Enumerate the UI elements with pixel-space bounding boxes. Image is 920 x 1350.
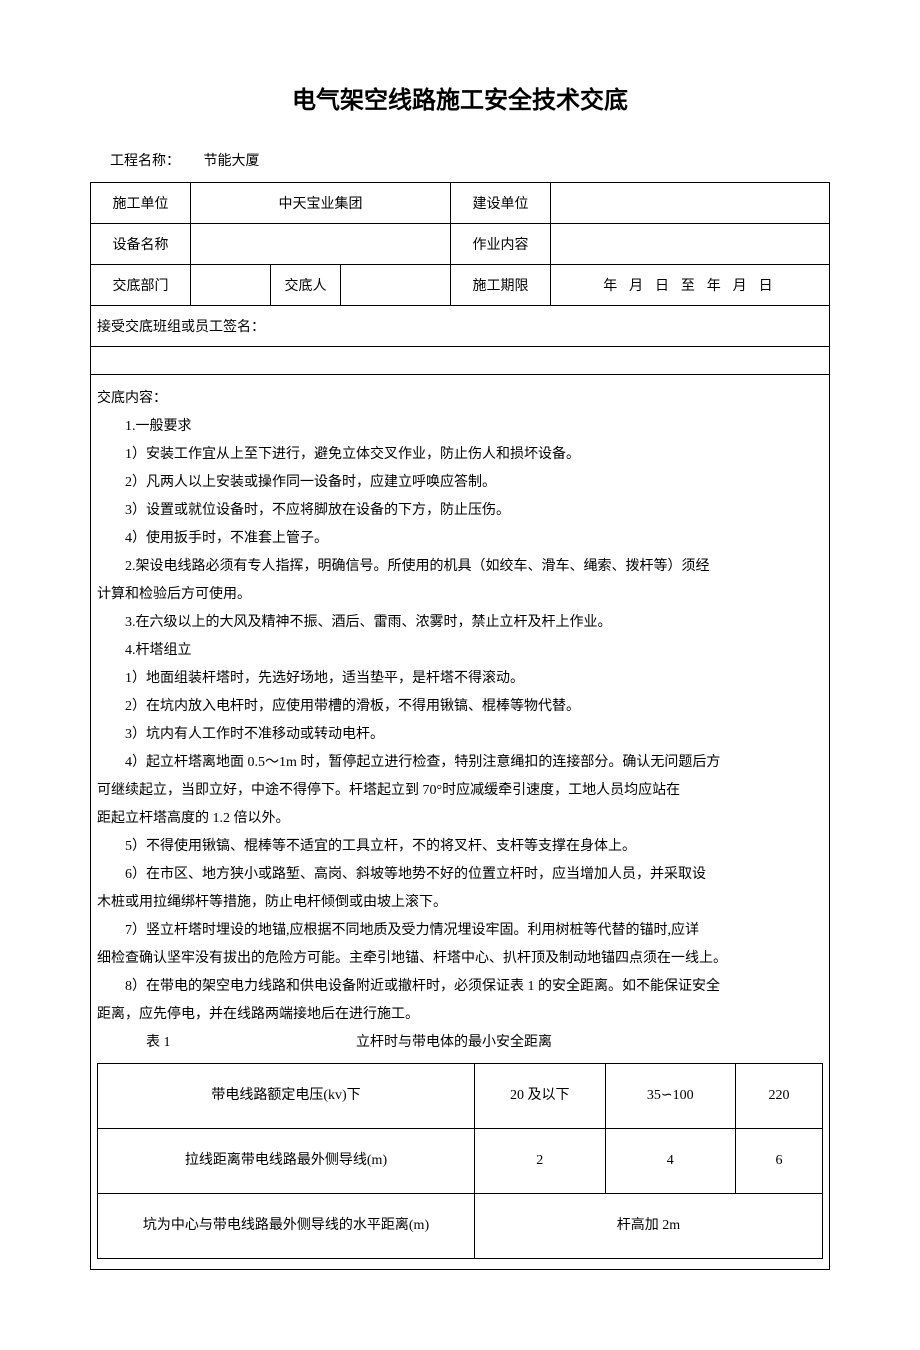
inner-cell: 杆高加 2m — [475, 1194, 823, 1259]
inner-table-title: 表 1 立杆时与带电体的最小安全距离 — [97, 1029, 823, 1057]
table1-caption: 立杆时与带电体的最小安全距离 — [356, 1029, 552, 1057]
empty-row — [91, 347, 830, 375]
equipment-value — [191, 224, 451, 265]
content-line: 2）凡两人以上安装或操作同一设备时，应建立呼唤应答制。 — [97, 469, 823, 497]
equipment-label: 设备名称 — [91, 224, 191, 265]
inner-cell: 6 — [736, 1129, 823, 1194]
content-line: 木桩或用拉绳绑杆等措施，防止电杆倾倒或由坡上滚下。 — [97, 889, 823, 917]
table-row — [91, 347, 830, 375]
inner-cell: 35∽100 — [605, 1064, 736, 1129]
operation-value — [551, 224, 830, 265]
operation-label: 作业内容 — [451, 224, 551, 265]
content-heading: 交底内容： — [97, 385, 823, 413]
dept-label: 交底部门 — [91, 265, 191, 306]
page-title: 电气架空线路施工安全技术交底 — [90, 80, 830, 115]
content-line: 2）在坑内放入电杆时，应使用带槽的滑板，不得用锹镐、棍棒等物代替。 — [97, 693, 823, 721]
builder-value — [551, 183, 830, 224]
content-line: 5）不得使用锹镐、棍棒等不适宜的工具立杆，不的将叉杆、支杆等支撑在身体上。 — [97, 833, 823, 861]
sign-label: 接受交底班组或员工签名： — [91, 306, 830, 347]
inner-cell: 带电线路额定电压(kv)下 — [98, 1064, 475, 1129]
content-line: 距离，应先停电，并在线路两端接地后在进行施工。 — [97, 1001, 823, 1029]
inner-cell: 拉线距离带电线路最外侧导线(m) — [98, 1129, 475, 1194]
content-line: 距起立杆塔高度的 1.2 倍以外。 — [97, 805, 823, 833]
content-line: 2.架设电线路必须有专人指挥，明确信号。所使用的机具（如绞车、滑车、绳索、拨杆等… — [97, 553, 823, 581]
content-line: 4）起立杆塔离地面 0.5～1m 时，暂停起立进行检查，特别注意绳扣的连接部分。… — [97, 749, 823, 777]
table-row: 施工单位 中天宝业集团 建设单位 — [91, 183, 830, 224]
period-label: 施工期限 — [451, 265, 551, 306]
content-line: 细检查确认坚牢没有拔出的危险方可能。主牵引地锚、杆塔中心、扒杆顶及制动地锚四点须… — [97, 945, 823, 973]
project-name: 节能大厦 — [204, 154, 260, 169]
person-value — [341, 265, 451, 306]
main-table: 施工单位 中天宝业集团 建设单位 设备名称 作业内容 交底部门 交底人 施工期限… — [90, 182, 830, 1270]
project-label: 工程名称： — [110, 154, 180, 169]
table-row: 交底内容： 1.一般要求 1）安装工作宜从上至下进行，避免立体交叉作业，防止伤人… — [91, 375, 830, 1270]
inner-table: 带电线路额定电压(kv)下 20 及以下 35∽100 220 拉线距离带电线路… — [97, 1063, 823, 1259]
content-section: 交底内容： 1.一般要求 1）安装工作宜从上至下进行，避免立体交叉作业，防止伤人… — [97, 385, 823, 1259]
content-line: 计算和检验后方可使用。 — [97, 581, 823, 609]
constructor-label: 施工单位 — [91, 183, 191, 224]
inner-cell: 20 及以下 — [475, 1064, 606, 1129]
content-line: 1）安装工作宜从上至下进行，避免立体交叉作业，防止伤人和损坏设备。 — [97, 441, 823, 469]
content-line: 8）在带电的架空电力线路和供电设备附近或撤杆时，必须保证表 1 的安全距离。如不… — [97, 973, 823, 1001]
inner-cell: 4 — [605, 1129, 736, 1194]
content-line: 4.杆塔组立 — [97, 637, 823, 665]
content-line: 可继续起立，当即立好，中途不得停下。杆塔起立到 70°时应减缓牵引速度，工地人员… — [97, 777, 823, 805]
person-label: 交底人 — [271, 265, 341, 306]
dept-value — [191, 265, 271, 306]
project-line: 工程名称： 节能大厦 — [90, 150, 830, 170]
content-cell: 交底内容： 1.一般要求 1）安装工作宜从上至下进行，避免立体交叉作业，防止伤人… — [91, 375, 830, 1270]
content-line: 6）在市区、地方狭小或路堑、高岗、斜坡等地势不好的位置立杆时，应当增加人员，并采… — [97, 861, 823, 889]
content-line: 3）坑内有人工作时不准移动或转动电杆。 — [97, 721, 823, 749]
content-line: 3）设置或就位设备时，不应将脚放在设备的下方，防止压伤。 — [97, 497, 823, 525]
constructor-value: 中天宝业集团 — [191, 183, 451, 224]
period-value: 年 月 日 至 年 月 日 — [551, 265, 830, 306]
content-line: 4）使用扳手时，不准套上管子。 — [97, 525, 823, 553]
content-line: 3.在六级以上的大风及精神不振、酒后、雷雨、浓雾时，禁止立杆及杆上作业。 — [97, 609, 823, 637]
table-row: 接受交底班组或员工签名： — [91, 306, 830, 347]
inner-cell: 2 — [475, 1129, 606, 1194]
table1-label: 表 1 — [146, 1029, 171, 1057]
builder-label: 建设单位 — [451, 183, 551, 224]
content-line: 7）竖立杆塔时埋设的地锚,应根据不同地质及受力情况埋设牢固。利用树桩等代替的锚时… — [97, 917, 823, 945]
table-row: 坑为中心与带电线路最外侧导线的水平距离(m) 杆高加 2m — [98, 1194, 823, 1259]
table-row: 交底部门 交底人 施工期限 年 月 日 至 年 月 日 — [91, 265, 830, 306]
inner-cell: 220 — [736, 1064, 823, 1129]
inner-cell: 坑为中心与带电线路最外侧导线的水平距离(m) — [98, 1194, 475, 1259]
content-line: 1）地面组装杆塔时，先选好场地，适当垫平，是杆塔不得滚动。 — [97, 665, 823, 693]
table-row: 带电线路额定电压(kv)下 20 及以下 35∽100 220 — [98, 1064, 823, 1129]
content-line: 1.一般要求 — [97, 413, 823, 441]
table-row: 设备名称 作业内容 — [91, 224, 830, 265]
table-row: 拉线距离带电线路最外侧导线(m) 2 4 6 — [98, 1129, 823, 1194]
